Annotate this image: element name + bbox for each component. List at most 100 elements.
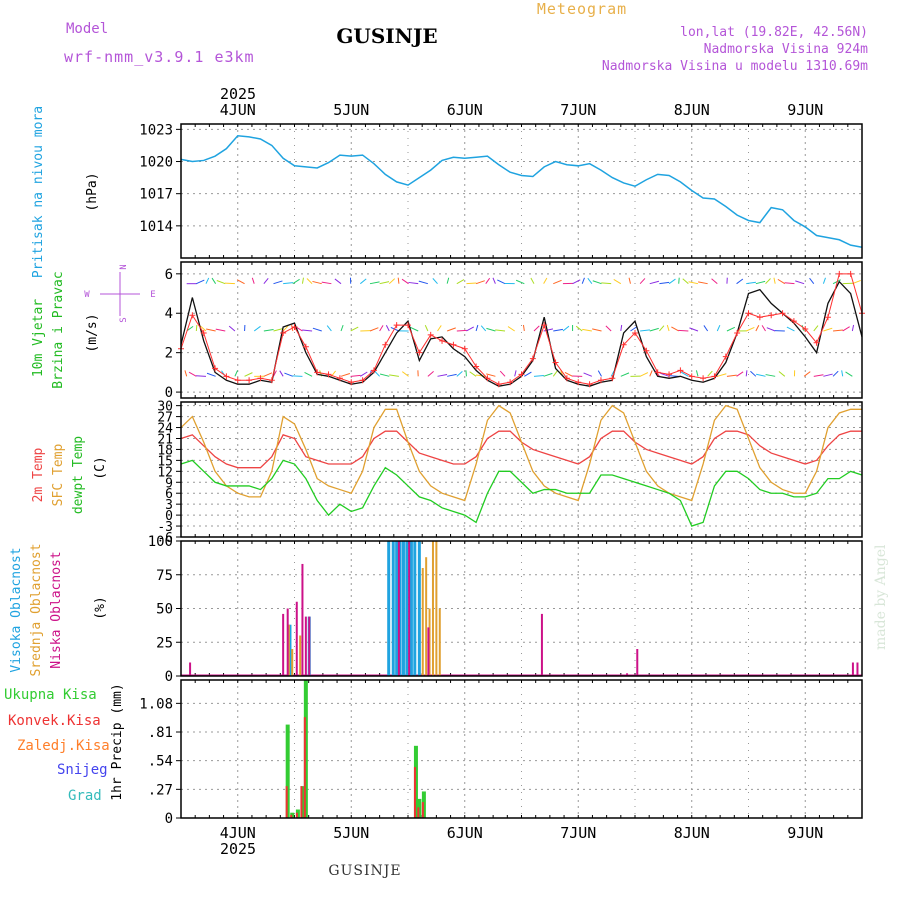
wind-direction-arrow (683, 279, 689, 284)
wind-direction-arrow (544, 373, 553, 376)
wind-gust-point (382, 342, 388, 348)
wind-gust-point (848, 271, 854, 277)
wind-direction-arrow (457, 371, 463, 376)
wind-direction-arrow (712, 279, 718, 284)
wind-direction-arrow (302, 278, 303, 284)
wind-direction-arrow (284, 373, 292, 376)
wind-gust-point (666, 371, 672, 377)
wind-direction-arrow (341, 374, 350, 377)
wind-direction-arrow (360, 279, 366, 284)
wind-direction-arrow (814, 326, 818, 331)
cloud-bar-low (541, 614, 543, 676)
wind-direction-arrow (410, 327, 418, 331)
cloud-bar-low (282, 614, 284, 676)
meteogram-heading: Meteogram (537, 0, 627, 18)
precip-axis-title: 1hr Precip (mm) (110, 683, 125, 800)
wind-direction-arrow (766, 278, 771, 283)
wind-direction-arrow (737, 279, 743, 284)
wind-direction-arrow (750, 371, 755, 376)
wind-gust-point (700, 375, 706, 381)
top-day-label: 4JUN (220, 101, 256, 119)
wind-direction-arrow (640, 278, 645, 283)
wind-direction-arrow (593, 281, 602, 284)
wind-direction-arrow (264, 330, 274, 331)
wind-direction-arrow (689, 328, 698, 331)
precip-legend-hail: Grad (68, 788, 102, 804)
top-day-label: 5JUN (333, 101, 369, 119)
wind-direction-arrow (438, 325, 442, 331)
wind-direction-arrow (225, 283, 235, 284)
wind-direction-arrow (254, 326, 260, 331)
wind-gust-point (689, 373, 695, 379)
pressure-unit: (hPa) (85, 172, 100, 211)
cloud-ylabel-low: Niska Oblacnost (49, 551, 64, 668)
wind-direction-arrow (727, 375, 737, 376)
y-tick-label: 2 (165, 346, 173, 362)
wind-gust-point (394, 322, 400, 328)
footer-station: GUSINJE (328, 863, 401, 879)
wind-direction-arrow (470, 372, 476, 377)
wind-direction-arrow (804, 372, 810, 377)
precip-bar-convective (414, 767, 416, 818)
wind-gust-point (462, 346, 468, 352)
wind-direction-arrow (447, 328, 456, 331)
wind-direction-arrow (766, 375, 776, 377)
wind-direction-arrow (307, 279, 312, 284)
cloud-bar-high (418, 541, 421, 676)
y-tick-label: 30 (157, 400, 173, 415)
wind-direction-arrow (704, 325, 708, 331)
wind-direction-arrow (531, 278, 534, 284)
wind-direction-arrow (495, 330, 505, 331)
wind-direction-arrow (614, 279, 621, 283)
wind-direction-arrow (553, 280, 561, 283)
bottom-day-label: 6JUN (447, 824, 483, 842)
wind-direction-arrow (553, 329, 563, 331)
wind-direction-arrow (252, 278, 254, 284)
wind-direction-arrow (524, 372, 531, 376)
pressure-ylabel: Pritisak na nivou mora (31, 106, 46, 278)
wind-direction-arrow (447, 374, 456, 376)
y-tick-label: .81 (148, 725, 173, 741)
model-label: Model (66, 21, 108, 37)
wind-gust-point (246, 377, 252, 383)
precip-bar-convective (422, 802, 424, 818)
cloud-bar-high (392, 541, 395, 676)
wind-direction-arrow (335, 279, 341, 284)
wind-gust-point (757, 314, 763, 320)
bottom-day-label: 9JUN (787, 824, 823, 842)
cloud-unit: (%) (93, 596, 108, 619)
wind-direction-arrow (787, 327, 795, 331)
wind-direction-arrow (667, 325, 669, 331)
wind-direction-arrow (756, 281, 765, 283)
wind-gust-point (791, 318, 797, 324)
wind-direction-arrow (621, 373, 629, 376)
wind-direction-arrow (779, 371, 785, 376)
top-day-label: 7JUN (560, 101, 596, 119)
wind-direction-arrow (476, 325, 478, 331)
cloud-bar-low (398, 541, 400, 676)
wind-direction-arrow (207, 373, 216, 376)
cloud-bar-high (402, 541, 405, 676)
model-name: wrf-nmm_v3.9.1 e3km (64, 48, 255, 66)
wind-direction-arrow (823, 374, 832, 376)
model-elevation-label: Nadmorska Visina u modelu 1310.69m (602, 59, 868, 74)
wind-direction-arrow (375, 371, 380, 376)
wind-direction-arrow (398, 278, 399, 284)
compass-n: N (119, 264, 129, 269)
wind-unit: (m/s) (85, 313, 100, 352)
wind-direction-arrow (457, 330, 467, 331)
precip-bar-convective (417, 807, 419, 818)
wind-direction-arrow (679, 278, 680, 284)
wind-direction-arrow (370, 328, 378, 331)
wind-direction-arrow (671, 327, 678, 331)
precip-legend-conv: Konvek.Kisa (8, 713, 101, 729)
bottom-day-label: 7JUN (560, 824, 596, 842)
wind-direction-arrow (756, 325, 759, 331)
wind-direction-arrow (606, 326, 611, 331)
wind-direction-arrow (823, 328, 832, 331)
y-tick-label: .54 (148, 754, 173, 770)
panel-frame (181, 680, 862, 818)
wind-direction-arrow (582, 278, 584, 284)
wind-direction-arrow (402, 279, 409, 284)
